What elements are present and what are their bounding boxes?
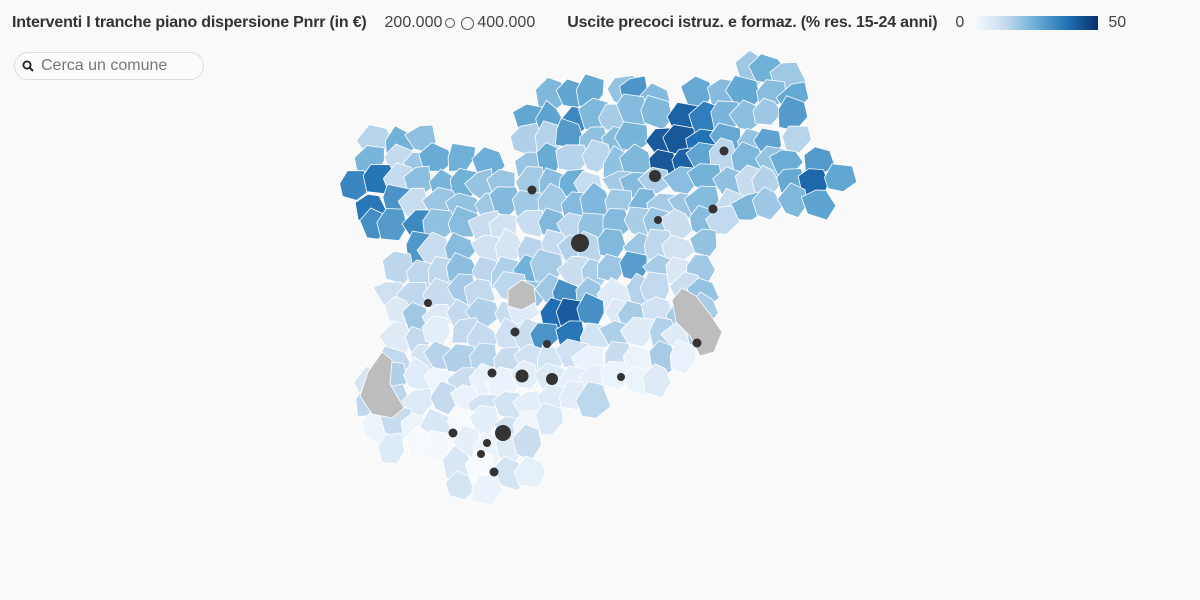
- municipality-region[interactable]: [429, 380, 458, 416]
- funding-circle[interactable]: [543, 340, 551, 348]
- size-legend-title: Interventi I tranche piano dispersione P…: [12, 14, 367, 31]
- search-input[interactable]: [41, 57, 191, 75]
- funding-circles: [424, 146, 729, 477]
- color-legend-min: 0: [955, 14, 965, 31]
- municipality-region[interactable]: [689, 228, 718, 258]
- funding-circle[interactable]: [483, 439, 491, 447]
- municipality-region[interactable]: [599, 360, 631, 391]
- municipality-region[interactable]: [444, 470, 475, 501]
- municipality-region[interactable]: [800, 189, 837, 221]
- municipality-region[interactable]: [377, 432, 405, 465]
- municipality-region[interactable]: [514, 209, 549, 238]
- municipality-region[interactable]: [776, 182, 809, 218]
- no-data-region[interactable]: [507, 279, 537, 311]
- municipality-region[interactable]: [534, 402, 564, 436]
- legend-bar: Interventi I tranche piano dispersione P…: [12, 10, 1188, 36]
- circle-outline-icon: [461, 16, 475, 30]
- funding-circle[interactable]: [527, 185, 537, 195]
- funding-circle[interactable]: [424, 299, 432, 307]
- funding-circle[interactable]: [489, 467, 499, 477]
- municipality-region[interactable]: [575, 381, 612, 419]
- no-data-region[interactable]: [359, 351, 405, 419]
- municipality-region[interactable]: [447, 142, 477, 172]
- funding-circle[interactable]: [708, 204, 718, 214]
- municipality-region[interactable]: [641, 363, 672, 399]
- municipality-region[interactable]: [471, 475, 503, 506]
- funding-circle[interactable]: [571, 234, 589, 252]
- size-legend-min: 200.000: [384, 14, 443, 31]
- color-ramp: [974, 16, 1099, 30]
- municipality-region[interactable]: [468, 405, 500, 435]
- funding-circle[interactable]: [617, 373, 625, 381]
- municipality-region[interactable]: [781, 125, 812, 154]
- color-legend-max: 50: [1108, 14, 1127, 31]
- funding-circle[interactable]: [546, 373, 558, 385]
- funding-circle[interactable]: [510, 327, 520, 337]
- funding-circle[interactable]: [654, 216, 662, 224]
- municipality-region[interactable]: [495, 227, 524, 261]
- municipality-region[interactable]: [751, 186, 783, 221]
- no-data-regions: [359, 279, 723, 419]
- municipality-region[interactable]: [513, 455, 547, 488]
- funding-circle[interactable]: [495, 425, 511, 441]
- circle-outline-icon: [445, 18, 456, 28]
- funding-circle[interactable]: [515, 369, 529, 383]
- search-box[interactable]: [14, 52, 204, 80]
- municipality-region[interactable]: [619, 316, 655, 348]
- municipality-regions: [339, 49, 858, 506]
- funding-circle[interactable]: [692, 338, 702, 348]
- size-legend-max: 400.000: [477, 14, 536, 31]
- municipality-region[interactable]: [823, 163, 858, 193]
- color-legend-title: Uscite precoci istruz. e formaz. (% res.…: [567, 14, 938, 31]
- funding-circle[interactable]: [719, 146, 729, 156]
- funding-circle[interactable]: [477, 450, 485, 458]
- funding-circle[interactable]: [487, 368, 497, 378]
- municipality-region[interactable]: [381, 250, 415, 285]
- search-icon: [15, 60, 41, 72]
- municipality-region[interactable]: [752, 97, 783, 126]
- no-data-region[interactable]: [671, 287, 723, 357]
- municipality-region[interactable]: [597, 228, 627, 260]
- funding-circle[interactable]: [649, 170, 661, 182]
- municipality-region[interactable]: [376, 208, 408, 242]
- funding-circle[interactable]: [448, 428, 458, 438]
